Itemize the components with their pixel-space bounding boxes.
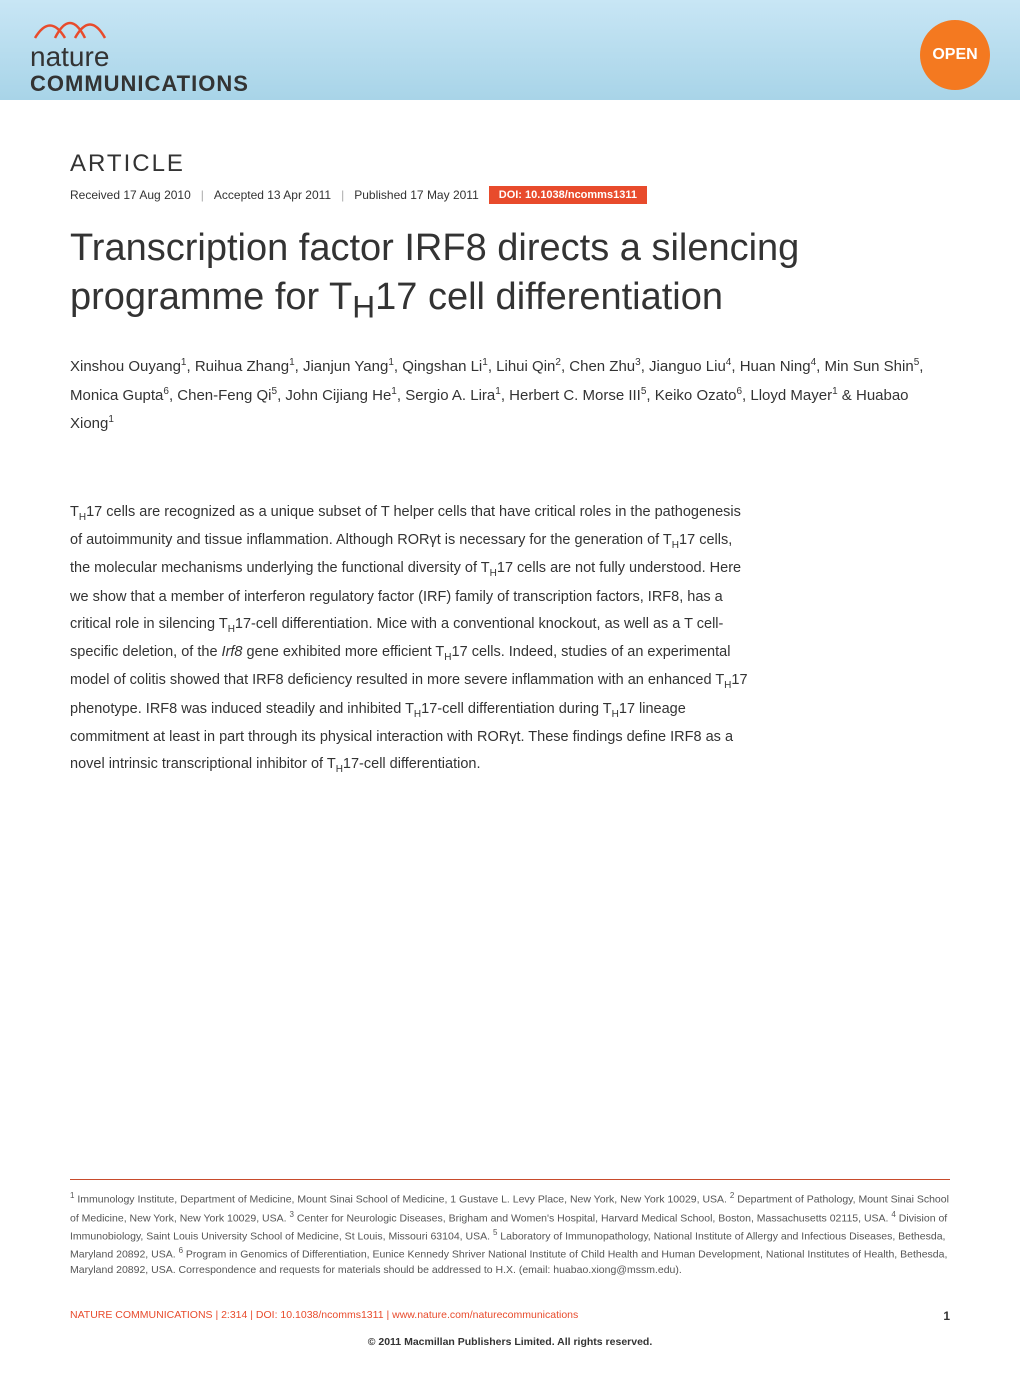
journal-logo: nature COMMUNICATIONS xyxy=(30,3,249,97)
author-list: Xinshou Ouyang1, Ruihua Zhang1, Jianjun … xyxy=(70,353,950,439)
article-type-label: ARTICLE xyxy=(70,150,950,178)
article-content: ARTICLE Received 17 Aug 2010 | Accepted … xyxy=(0,100,1020,1378)
article-meta-line: Received 17 Aug 2010 | Accepted 13 Apr 2… xyxy=(70,186,950,204)
received-date: Received 17 Aug 2010 xyxy=(70,188,191,202)
affiliations-divider xyxy=(70,1179,950,1180)
published-date: Published 17 May 2011 xyxy=(354,188,479,202)
affiliations-list: 1 Immunology Institute, Department of Me… xyxy=(70,1190,950,1279)
copyright-notice: © 2011 Macmillan Publishers Limited. All… xyxy=(70,1336,950,1348)
logo-curves-icon xyxy=(30,3,150,43)
doi-badge: DOI: 10.1038/ncomms1311 xyxy=(489,186,647,204)
logo-text-communications: COMMUNICATIONS xyxy=(30,71,249,97)
open-access-badge: OPEN xyxy=(920,20,990,90)
meta-separator: | xyxy=(341,188,344,202)
abstract-text: TH17 cells are recognized as a unique su… xyxy=(70,499,750,780)
journal-header-banner: nature COMMUNICATIONS OPEN xyxy=(0,0,1020,100)
copyright-text: © 2011 Macmillan Publishers Limited. All… xyxy=(368,1336,653,1348)
logo-text-nature: nature xyxy=(30,43,109,71)
page-number: 1 xyxy=(943,1309,950,1323)
article-title: Transcription factor IRF8 directs a sile… xyxy=(70,224,950,328)
footer-citation: NATURE COMMUNICATIONS | 2:314 | DOI: 10.… xyxy=(70,1309,950,1321)
citation-text: NATURE COMMUNICATIONS | 2:314 | DOI: 10.… xyxy=(70,1309,578,1321)
meta-separator: | xyxy=(201,188,204,202)
accepted-date: Accepted 13 Apr 2011 xyxy=(214,188,331,202)
